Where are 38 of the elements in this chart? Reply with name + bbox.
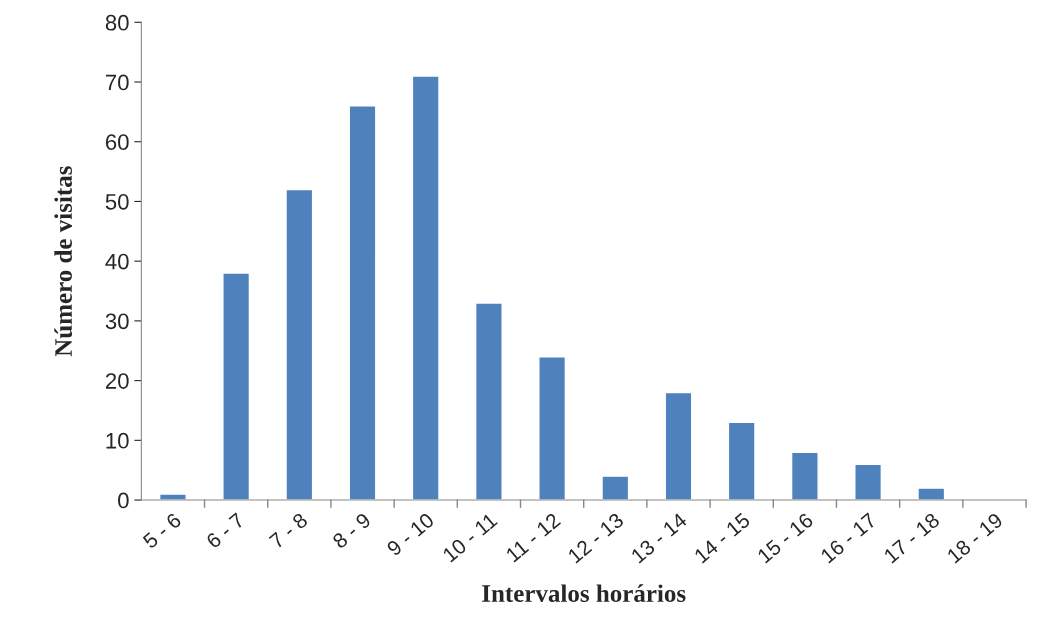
x-tick-label: 5 - 6 [142, 512, 183, 550]
x-tick-label: 18 - 19 [946, 512, 1004, 564]
bar [601, 475, 630, 501]
x-tick-label: 8 - 9 [331, 512, 372, 550]
y-tick-label: 50 [105, 193, 129, 210]
bar [222, 272, 251, 501]
bar [727, 421, 756, 501]
bar [285, 188, 314, 501]
x-tick-label: 9 - 10 [386, 512, 435, 557]
bar [158, 493, 187, 501]
x-tick-label: 14 - 15 [693, 512, 751, 564]
y-tick-label: 0 [118, 492, 129, 509]
y-tick-label: 70 [105, 74, 129, 91]
y-axis-title: Número de visitas [54, 166, 73, 357]
bar [917, 487, 946, 501]
x-tick-label: 10 - 11 [441, 512, 498, 563]
x-tick-label: 6 - 7 [205, 512, 246, 549]
y-tick-label: 30 [105, 313, 129, 330]
bar [538, 356, 567, 501]
y-tick-label: 20 [105, 373, 129, 389]
x-tick-label: 15 - 16 [756, 512, 815, 564]
x-tick-label: 7 - 8 [268, 512, 309, 549]
y-tick-label: 10 [106, 432, 129, 449]
x-tick-label: 16 - 17 [819, 512, 878, 564]
bar [790, 451, 819, 501]
x-axis-title: Intervalos horários [482, 584, 686, 602]
x-tick-label: 12 - 13 [567, 512, 625, 564]
bar [854, 463, 883, 501]
bar [348, 105, 377, 501]
bar [411, 75, 440, 501]
y-tick-label: 80 [105, 14, 129, 31]
y-tick-label: 40 [105, 253, 129, 270]
x-tick-label: 13 - 14 [630, 511, 688, 564]
x-tick-label: 11 - 12 [505, 512, 562, 563]
y-tick-label: 60 [105, 134, 129, 150]
x-tick-label: 17 - 18 [883, 512, 941, 564]
bar [474, 302, 503, 501]
bar [664, 391, 693, 501]
